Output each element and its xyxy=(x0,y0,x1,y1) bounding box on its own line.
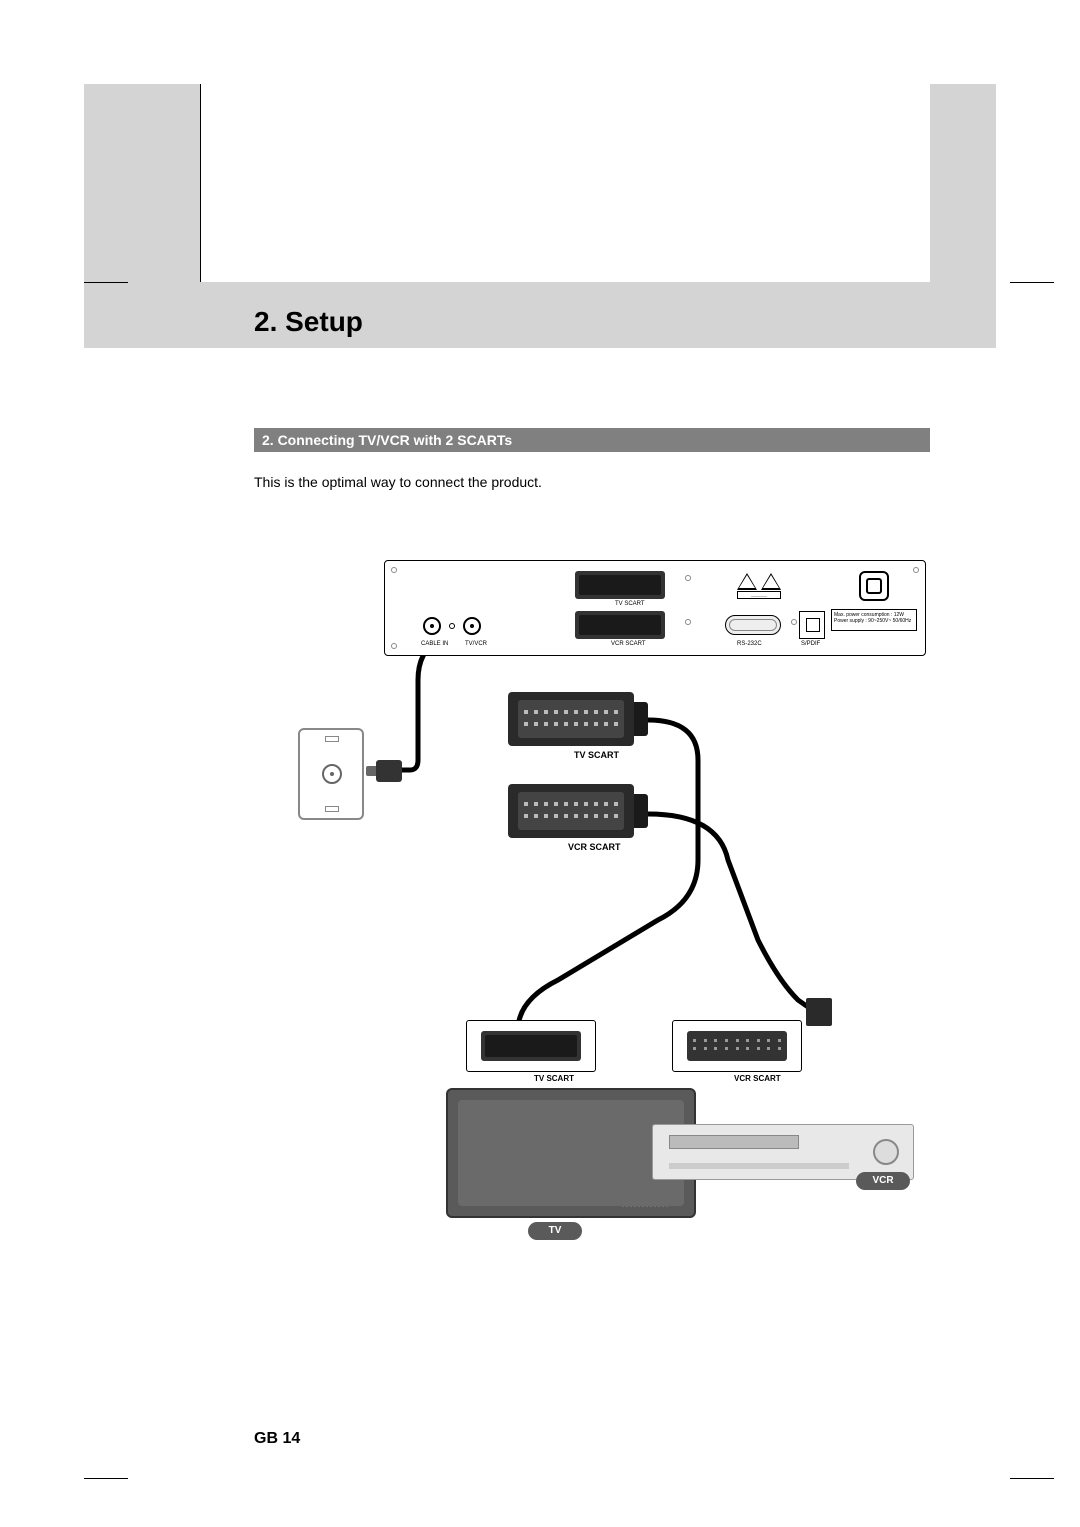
vcr-scart-port xyxy=(672,1020,802,1072)
chapter-title: 2. Setup xyxy=(254,306,363,338)
page-footer: GB 14 xyxy=(254,1430,300,1448)
stb-tvvcr-label: TV/VCR xyxy=(465,641,487,647)
screw-icon xyxy=(685,575,691,581)
crop-tick-top-right xyxy=(1010,282,1054,283)
crop-tick-bottom-left xyxy=(84,1478,128,1479)
tv-pill-label: TV xyxy=(528,1222,582,1240)
vcr-control-strip xyxy=(669,1163,849,1169)
stb-tv-scart-port xyxy=(575,571,665,599)
stb-cable-in-port xyxy=(423,617,441,635)
tv-scart-plug xyxy=(508,692,634,746)
section-heading-bar: 2. Connecting TV/VCR with 2 SCARTs xyxy=(254,428,930,452)
screw-slot-icon xyxy=(325,736,339,742)
crop-tick-bottom-right xyxy=(1010,1478,1054,1479)
stb-spdif-label: S/PDIF xyxy=(801,641,820,647)
header-vline xyxy=(200,84,201,282)
stb-vcr-scart-label: VCR SCART xyxy=(611,641,646,647)
tv-scart-port xyxy=(466,1020,596,1072)
vcr-port-label: VCR SCART xyxy=(734,1074,781,1083)
tv-scart-plug-label: TV SCART xyxy=(574,750,619,760)
tv-port-label: TV SCART xyxy=(534,1074,574,1083)
screw-icon xyxy=(913,567,919,573)
vcr-scart-plug-label: VCR SCART xyxy=(568,842,621,852)
screw-icon xyxy=(391,643,397,649)
body-text: This is the optimal way to connect the p… xyxy=(254,474,542,490)
wall-antenna-plate xyxy=(298,728,364,820)
vcr-scart-plug xyxy=(508,784,634,838)
coax-jack xyxy=(322,764,342,784)
stb-tv-scart-label: TV SCART xyxy=(615,601,645,607)
hazard-icons: ———— xyxy=(737,573,787,603)
vcr-jog-dial xyxy=(873,1139,899,1165)
header-white-block xyxy=(200,84,930,282)
stb-cable-in-label: CABLE IN xyxy=(421,641,448,647)
crop-tick-top-left xyxy=(84,282,128,283)
psu-line2: Power supply : 90~250V~ 50/60Hz xyxy=(834,618,914,624)
dot-icon xyxy=(449,623,455,629)
coax-plug xyxy=(366,760,402,782)
stb-rs232-port xyxy=(725,615,781,635)
stb-power-port xyxy=(859,571,889,601)
vcr-tape-slot xyxy=(669,1135,799,1149)
set-top-box-rear: TV SCART VCR SCART CABLE IN TV/VCR RS-23… xyxy=(384,560,926,656)
stb-rs232-label: RS-232C xyxy=(737,641,762,647)
stb-spdif-port xyxy=(799,611,825,639)
screw-slot-icon xyxy=(325,806,339,812)
screw-icon xyxy=(791,619,797,625)
vcr-pill-label: VCR xyxy=(856,1172,910,1190)
stb-vcr-scart-port xyxy=(575,611,665,639)
screw-icon xyxy=(391,567,397,573)
stb-tvvcr-port xyxy=(463,617,481,635)
screw-icon xyxy=(685,619,691,625)
connection-diagram: TV SCART VCR SCART CABLE IN TV/VCR RS-23… xyxy=(298,560,926,1246)
psu-info-box: Max. power consumption : 12W Power suppl… xyxy=(831,609,917,631)
